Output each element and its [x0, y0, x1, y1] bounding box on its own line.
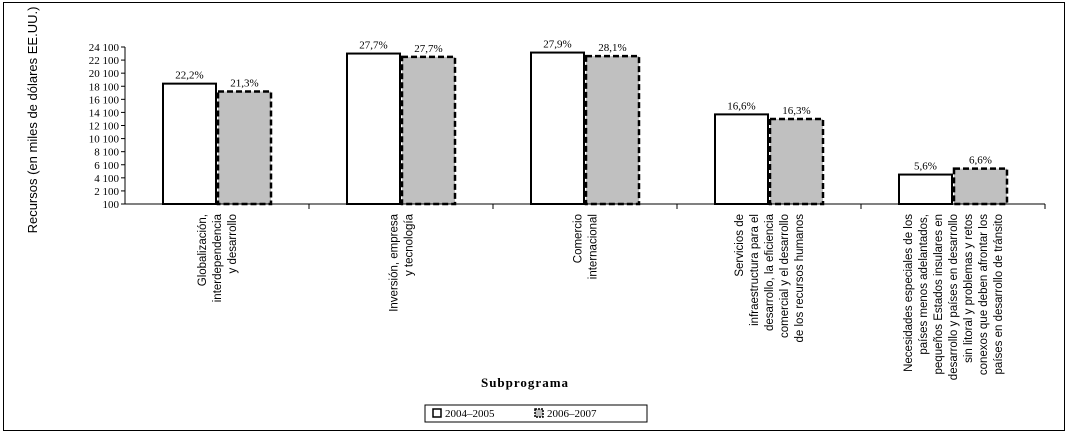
data-label: 27,7%	[359, 40, 387, 52]
data-label: 6,6%	[969, 155, 992, 167]
y-tick-label: 2 100	[94, 186, 119, 198]
category-label: Necesidades especiales de los países meno…	[903, 214, 1005, 380]
y-tick-label: 12 100	[89, 121, 120, 133]
category-label-line: Servicios de	[734, 214, 746, 277]
category-label-line: Comercio	[573, 214, 585, 263]
category-label-line: internacional	[588, 214, 600, 279]
category-label-line: sin litoral y problemas y retos	[963, 214, 975, 363]
legend-swatch	[432, 408, 442, 418]
x-axis-label: Subprograma	[481, 375, 569, 390]
y-tick-label: 10 100	[89, 134, 120, 146]
category-label: Comercio internacional	[573, 214, 600, 279]
bar-series-2	[216, 90, 273, 206]
category-label-line: pequeños Estados insulares en	[933, 214, 945, 374]
category-label-line: países menos adelantados,	[918, 214, 930, 355]
y-tick-label: 18 100	[89, 81, 120, 93]
bar-series-2	[584, 54, 641, 206]
category-label-line: Globalización,	[197, 214, 209, 286]
y-tick-label: 22 100	[89, 55, 120, 67]
data-label: 22,2%	[175, 70, 203, 82]
data-label: 21,3%	[230, 77, 258, 89]
bar-series-1	[898, 173, 953, 205]
bar-series-2	[768, 117, 825, 206]
category-label-line: desarrollo y países en desarrollo	[948, 214, 960, 380]
data-label: 5,6%	[914, 161, 937, 173]
y-tick-label: 14 100	[89, 107, 120, 119]
category-label-line: infraestructura para el	[749, 214, 761, 326]
chart-frame	[3, 2, 1065, 431]
category-label-line: desarrollo, la eficiencia	[764, 213, 776, 331]
bar-series-2	[400, 55, 457, 206]
category-label: Inversión, empresa y tecnología	[389, 213, 416, 311]
category-label-line: interdependencia	[212, 213, 224, 302]
category-label-line: Necesidades especiales de los	[903, 214, 915, 372]
category-label: Globalización, interdependencia y desarrol…	[197, 213, 239, 302]
data-label: 16,3%	[782, 105, 810, 117]
category-label-line: conexos que deben afrontar los	[978, 214, 990, 375]
bar-series-2	[952, 167, 1009, 206]
y-tick-label: 24 100	[89, 42, 120, 54]
legend: 2004–2005 2006–2007	[424, 404, 648, 423]
category-label: Servicios de infraestructura para el desar…	[734, 213, 806, 342]
category-label-line: de los recursos humanos	[794, 214, 806, 343]
bar-series-1	[346, 52, 401, 205]
y-axis-label: Recursos (en miles de dólares EE.UU.)	[25, 7, 40, 234]
bar-series-1	[714, 113, 769, 205]
y-tick-label: 16 100	[89, 94, 120, 106]
y-tick-label: 4 100	[94, 173, 119, 185]
y-tick-label: 8 100	[94, 147, 119, 159]
legend-label: 2004–2005	[445, 408, 495, 420]
legend-label: 2006–2007	[547, 408, 597, 420]
category-label-line: y desarrollo	[227, 214, 239, 273]
data-label: 27,7%	[414, 43, 442, 55]
data-label: 16,6%	[727, 100, 755, 112]
data-label: 27,9%	[543, 39, 571, 51]
legend-swatch	[534, 408, 544, 418]
bar-series-1	[162, 82, 217, 205]
y-tick-label: 20 100	[89, 68, 120, 80]
data-label: 28,1%	[598, 42, 626, 54]
y-tick-label: 6 100	[94, 160, 119, 172]
category-label-line: Inversión, empresa	[389, 213, 401, 311]
category-label-line: comercial y el desarrollo	[779, 214, 791, 338]
y-tick-label: 100	[103, 199, 120, 211]
bar-series-1	[530, 51, 585, 206]
category-label-line: países en desarrollo de tránsito	[993, 214, 1005, 374]
category-label-line: y tecnología	[404, 213, 416, 276]
